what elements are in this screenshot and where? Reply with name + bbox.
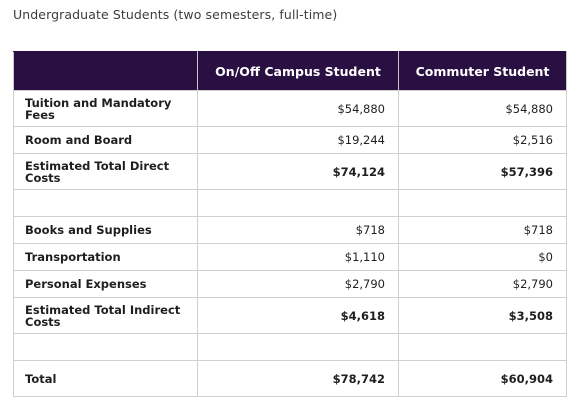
campus-value: $54,880 xyxy=(197,90,399,127)
table-header-row: On/Off Campus Student Commuter Student xyxy=(13,51,567,91)
row-spacer xyxy=(13,333,567,361)
row-books-supplies: Books and Supplies $718 $718 xyxy=(13,216,567,244)
commuter-value: $2,516 xyxy=(398,126,567,154)
commuter-value: $60,904 xyxy=(398,360,567,397)
row-label xyxy=(13,333,198,361)
campus-value: $74,124 xyxy=(197,153,399,190)
campus-value: $19,244 xyxy=(197,126,399,154)
campus-value xyxy=(197,333,399,361)
row-grand-total: Total $78,742 $60,904 xyxy=(13,360,567,397)
row-label: Estimated Total Indirect Costs xyxy=(13,297,198,334)
campus-value: $4,618 xyxy=(197,297,399,334)
row-personal-expenses: Personal Expenses $2,790 $2,790 xyxy=(13,270,567,298)
header-campus-student: On/Off Campus Student xyxy=(197,51,399,91)
table-caption: Undergraduate Students (two semesters, f… xyxy=(13,7,338,22)
commuter-value xyxy=(398,333,567,361)
commuter-value: $718 xyxy=(398,216,567,244)
header-label-cell xyxy=(13,51,198,91)
row-room-board: Room and Board $19,244 $2,516 xyxy=(13,126,567,154)
commuter-value: $0 xyxy=(398,243,567,271)
row-tuition-fees: Tuition and Mandatory Fees $54,880 $54,8… xyxy=(13,90,567,127)
commuter-value: $57,396 xyxy=(398,153,567,190)
campus-value: $718 xyxy=(197,216,399,244)
row-label: Personal Expenses xyxy=(13,270,198,298)
cost-of-attendance-table: On/Off Campus Student Commuter Student T… xyxy=(13,51,567,397)
row-label: Room and Board xyxy=(13,126,198,154)
commuter-value xyxy=(398,189,567,217)
row-transportation: Transportation $1,110 $0 xyxy=(13,243,567,271)
commuter-value: $54,880 xyxy=(398,90,567,127)
commuter-value: $2,790 xyxy=(398,270,567,298)
row-total-direct-costs: Estimated Total Direct Costs $74,124 $57… xyxy=(13,153,567,190)
row-label: Estimated Total Direct Costs xyxy=(13,153,198,190)
row-label: Books and Supplies xyxy=(13,216,198,244)
row-total-indirect-costs: Estimated Total Indirect Costs $4,618 $3… xyxy=(13,297,567,334)
campus-value xyxy=(197,189,399,217)
row-label: Transportation xyxy=(13,243,198,271)
header-commuter-student: Commuter Student xyxy=(398,51,567,91)
row-label xyxy=(13,189,198,217)
campus-value: $1,110 xyxy=(197,243,399,271)
row-label: Total xyxy=(13,360,198,397)
campus-value: $2,790 xyxy=(197,270,399,298)
campus-value: $78,742 xyxy=(197,360,399,397)
row-label: Tuition and Mandatory Fees xyxy=(13,90,198,127)
commuter-value: $3,508 xyxy=(398,297,567,334)
row-spacer xyxy=(13,189,567,217)
